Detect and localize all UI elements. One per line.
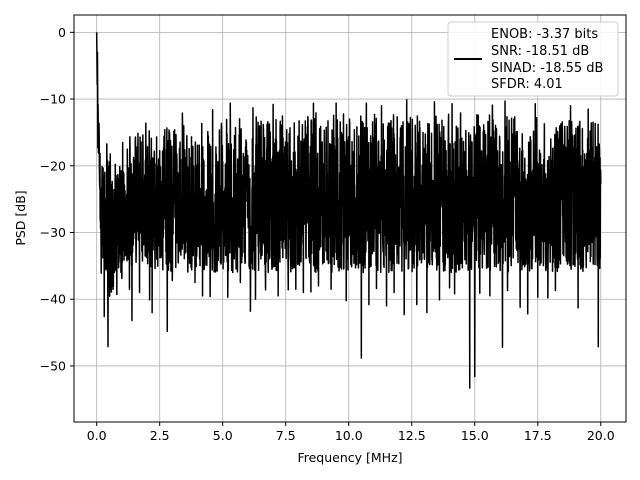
x-tick-label: 20.0 bbox=[587, 428, 615, 443]
psd-trace bbox=[95, 32, 602, 389]
x-axis-ticks: 0.0 2.5 5.0 7.5 10.0 12.5 15.0 17.5 20.0 bbox=[87, 422, 615, 443]
x-axis-label: Frequency [MHz] bbox=[297, 450, 402, 465]
psd-line bbox=[95, 32, 602, 389]
x-tick-label: 7.5 bbox=[276, 428, 296, 443]
y-tick-label: −30 bbox=[40, 225, 66, 240]
y-tick-label: −50 bbox=[40, 358, 66, 373]
y-axis-label: PSD [dB] bbox=[13, 190, 28, 245]
legend: ENOB: -3.37 bits SNR: -18.51 dB SINAD: -… bbox=[447, 21, 619, 97]
y-tick-label: −20 bbox=[40, 158, 66, 173]
x-tick-label: 12.5 bbox=[398, 428, 426, 443]
legend-snr: SNR: -18.51 dB bbox=[491, 44, 589, 59]
x-tick-label: 2.5 bbox=[150, 428, 170, 443]
plot-frame bbox=[73, 14, 627, 423]
y-tick-label: 0 bbox=[58, 25, 66, 40]
legend-box bbox=[447, 21, 619, 97]
legend-enob: ENOB: -3.37 bits bbox=[491, 27, 598, 42]
x-tick-label: 0.0 bbox=[87, 428, 107, 443]
x-tick-label: 17.5 bbox=[524, 428, 552, 443]
y-tick-label: −40 bbox=[40, 292, 66, 307]
x-tick-label: 15.0 bbox=[461, 428, 489, 443]
y-axis-ticks: 0 −10 −20 −30 −40 −50 bbox=[40, 25, 74, 373]
x-tick-label: 5.0 bbox=[213, 428, 233, 443]
x-tick-label: 10.0 bbox=[335, 428, 363, 443]
y-tick-label: −10 bbox=[40, 92, 66, 107]
legend-sinad: SINAD: -18.55 dB bbox=[491, 61, 603, 76]
legend-sfdr: SFDR: 4.01 bbox=[491, 77, 563, 92]
